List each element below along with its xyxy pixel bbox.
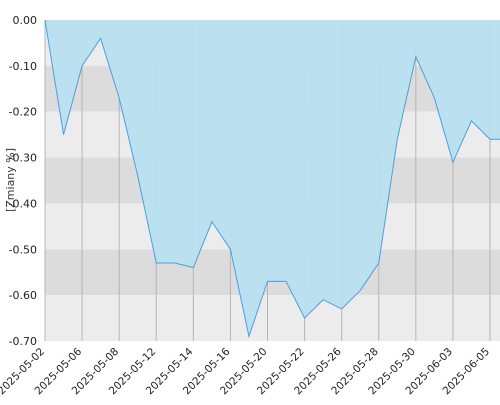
grid-band — [45, 295, 500, 341]
y-tick-label: -0.10 — [9, 60, 37, 73]
y-tick-label: 0.00 — [13, 14, 38, 27]
y-axis-label: [Zmiany %] — [4, 148, 17, 212]
y-tick-label: -0.60 — [9, 289, 37, 302]
y-tick-label: -0.50 — [9, 243, 37, 256]
y-tick-label: -0.70 — [9, 335, 37, 348]
x-axis-ticks: 2025-05-022025-05-062025-05-082025-05-12… — [0, 345, 492, 397]
y-tick-label: -0.20 — [9, 106, 37, 119]
